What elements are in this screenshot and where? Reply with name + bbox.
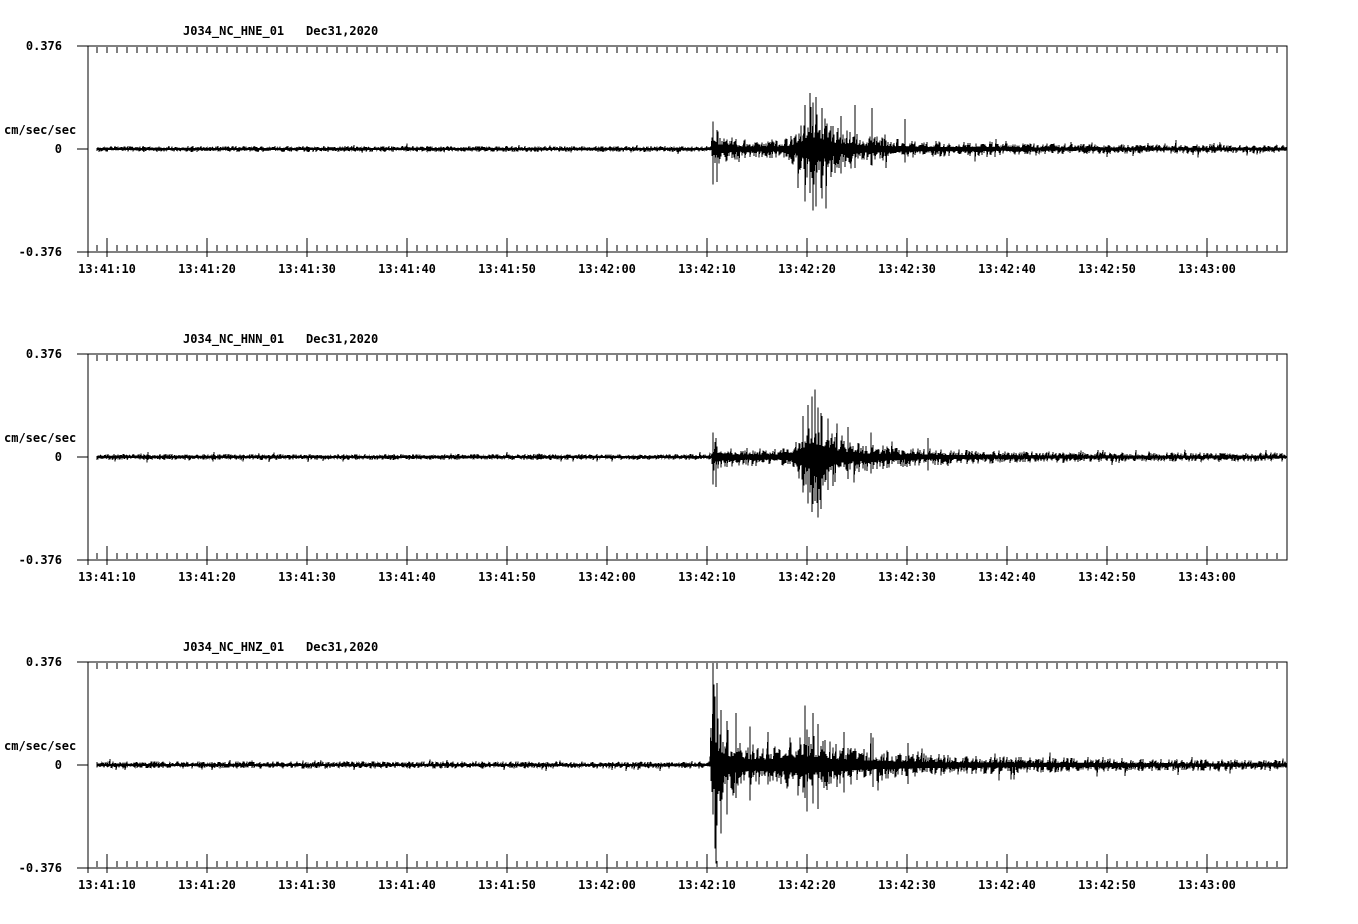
waveform-peaks-hne: [712, 92, 906, 211]
x-tick-label: 13:42:50: [1078, 878, 1136, 892]
x-tick-label: 13:42:30: [878, 262, 936, 276]
trace-title: J034_NC_HNE_01: [183, 24, 285, 38]
trace-date: Dec31,2020: [306, 332, 379, 346]
waveform-peaks-hnn: [712, 389, 929, 518]
y-axis-max-label: 0.376: [25, 655, 62, 669]
x-tick-label: 13:42:00: [578, 570, 636, 584]
y-axis-max-label: 0.376: [25, 39, 62, 53]
waveform-plot: [77, 45, 1288, 257]
waveform-trace-hne: [96, 107, 1287, 209]
y-axis-max-label: 0.376: [25, 347, 62, 361]
x-tick-label: 13:42:20: [778, 262, 836, 276]
trace-title: J034_NC_HNN_01: [183, 332, 285, 346]
x-tick-label: 13:41:50: [478, 262, 536, 276]
x-tick-label: 13:42:00: [578, 262, 636, 276]
trace-date: Dec31,2020: [306, 24, 379, 38]
waveform-trace-hnz: [96, 684, 1287, 864]
seismogram-panel-hne: J034_NC_HNE_01 Dec31,2020 0.376 cm/sec/s…: [0, 24, 1358, 294]
x-tick-label: 13:41:20: [178, 570, 236, 584]
y-axis-zero-label: 0: [54, 758, 62, 772]
x-tick-label: 13:41:50: [478, 878, 536, 892]
x-tick-label: 13:42:10: [678, 878, 736, 892]
x-tick-label: 13:41:10: [78, 262, 136, 276]
x-tick-label: 13:41:30: [278, 262, 336, 276]
x-tick-label: 13:41:50: [478, 570, 536, 584]
y-axis-min-label: -0.376: [18, 245, 62, 259]
x-tick-label: 13:42:20: [778, 878, 836, 892]
y-axis-min-label: -0.376: [18, 553, 62, 567]
waveform-peaks-hnz: [712, 663, 909, 849]
x-tick-label: 13:42:30: [878, 570, 936, 584]
x-tick-label: 13:41:10: [78, 570, 136, 584]
y-axis-min-label: -0.376: [18, 861, 62, 875]
x-tick-label: 13:41:30: [278, 570, 336, 584]
y-axis-zero-label: 0: [54, 450, 62, 464]
waveform-plot: [77, 661, 1288, 873]
x-tick-label: 13:42:50: [1078, 262, 1136, 276]
x-tick-label: 13:42:40: [978, 570, 1036, 584]
x-tick-label: 13:41:40: [378, 262, 436, 276]
axis-frame-and-ticks: [77, 661, 1288, 873]
y-axis-unit-label: cm/sec/sec: [4, 123, 77, 137]
x-tick-label: 13:42:10: [678, 262, 736, 276]
seismogram-panel-hnn: J034_NC_HNN_01 Dec31,2020 0.376 cm/sec/s…: [0, 332, 1358, 602]
x-tick-label: 13:41:20: [178, 262, 236, 276]
axis-frame-and-ticks: [77, 45, 1288, 257]
x-tick-label: 13:41:40: [378, 878, 436, 892]
y-axis-zero-label: 0: [54, 142, 62, 156]
x-tick-label: 13:42:20: [778, 570, 836, 584]
x-tick-label: 13:43:00: [1178, 878, 1236, 892]
x-tick-label: 13:42:30: [878, 878, 936, 892]
x-tick-label: 13:41:10: [78, 878, 136, 892]
y-axis-unit-label: cm/sec/sec: [4, 431, 77, 445]
trace-title: J034_NC_HNZ_01: [183, 640, 285, 654]
x-tick-label: 13:42:40: [978, 878, 1036, 892]
x-tick-label: 13:42:00: [578, 878, 636, 892]
x-tick-label: 13:41:40: [378, 570, 436, 584]
axis-frame-and-ticks: [77, 353, 1288, 565]
x-tick-label: 13:43:00: [1178, 570, 1236, 584]
x-tick-label: 13:42:40: [978, 262, 1036, 276]
y-axis-unit-label: cm/sec/sec: [4, 739, 77, 753]
x-tick-label: 13:41:30: [278, 878, 336, 892]
x-tick-label: 13:42:10: [678, 570, 736, 584]
x-tick-label: 13:41:20: [178, 878, 236, 892]
trace-date: Dec31,2020: [306, 640, 379, 654]
waveform-plot: [77, 353, 1288, 565]
seismogram-panel-hnz: J034_NC_HNZ_01 Dec31,2020 0.376 cm/sec/s…: [0, 640, 1358, 910]
x-tick-label: 13:43:00: [1178, 262, 1236, 276]
x-tick-label: 13:42:50: [1078, 570, 1136, 584]
waveform-trace-hnn: [96, 415, 1287, 505]
